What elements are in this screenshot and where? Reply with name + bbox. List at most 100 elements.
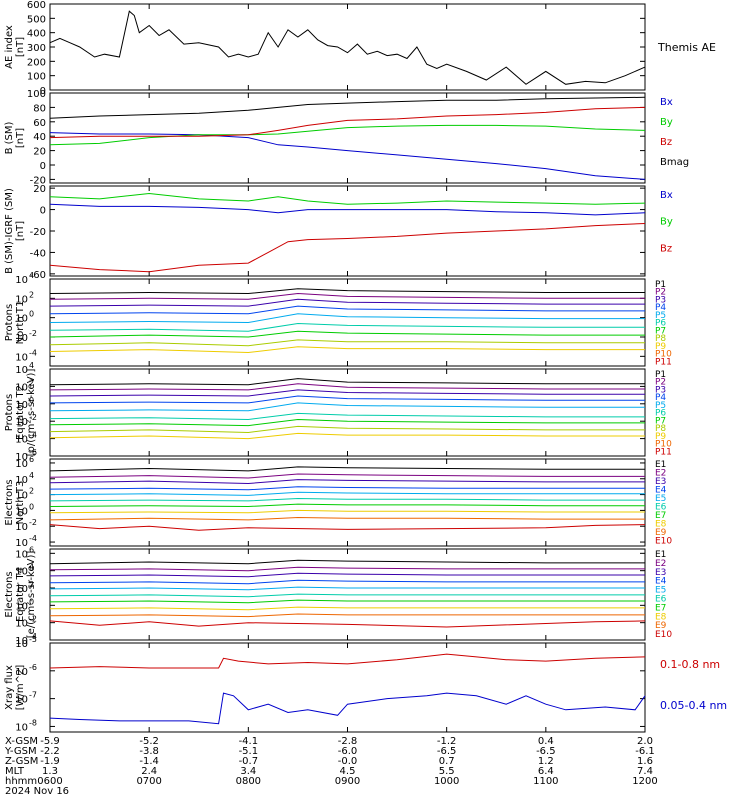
series-line-e9 (49, 516, 645, 521)
legend-label: By (660, 117, 673, 128)
series-line-e1 (49, 559, 645, 565)
series-line-p7 (49, 418, 645, 427)
series-line-e8 (49, 509, 645, 514)
legend-label: E5 (655, 494, 666, 504)
series-line-p9 (49, 346, 645, 354)
series-line-p3 (49, 298, 645, 307)
mlt-value: 5.5 (439, 766, 455, 777)
y-tick-label: 10 (15, 538, 28, 549)
z-gsm-value: -1.9 (40, 756, 60, 767)
legend-label: E2 (655, 559, 666, 569)
y-tick-label: 10 (15, 294, 28, 305)
legend-label: P4 (655, 393, 666, 403)
legend-label: E6 (655, 595, 667, 605)
y-tick-label: 10 (15, 452, 28, 463)
y-tick-label: 60 (33, 118, 46, 129)
y-axis-label: Equator T2 (15, 385, 26, 440)
y-tick-label: 10 (15, 584, 28, 595)
y-tick-label: 10 (15, 382, 28, 393)
y-tick-label: 0 (40, 86, 46, 97)
y-tick-label: -20 (30, 175, 46, 186)
series-line-e7 (49, 599, 645, 604)
y-tick-label: 10 (15, 459, 28, 470)
legend-label: E3 (655, 568, 666, 578)
legend-label: Bz (660, 137, 672, 148)
y-axis-label: Protons (4, 394, 15, 431)
legend-label: E8 (655, 612, 667, 622)
legend-label: P7 (655, 416, 666, 426)
y-tick-exponent: 0 (29, 396, 34, 405)
y-tick-label: 10 (15, 567, 28, 578)
hhmm-value: 1200 (632, 776, 657, 787)
series-line-e3 (49, 479, 645, 485)
y-tick-exponent: 6 (29, 545, 34, 554)
legend-label: E8 (655, 520, 667, 530)
y-axis-label: Equator T4 (15, 567, 26, 622)
y-axis-label: Protons (4, 304, 15, 341)
hhmm-value: 1100 (533, 776, 558, 787)
y-tick-label: -60 (30, 270, 46, 281)
series-line-e4 (49, 486, 645, 491)
legend-label: 0.05-0.4 nm (660, 699, 727, 712)
series-line-bx (49, 132, 646, 180)
y-tick-exponent: -2 (29, 615, 37, 624)
y-tick-exponent: 2 (29, 580, 34, 589)
y-tick-label: 10 (15, 636, 28, 647)
legend-label: P1 (655, 280, 666, 290)
series-line-p1 (49, 378, 645, 386)
y-axis-label: Electrons (4, 479, 15, 525)
series-line-p1 (49, 288, 645, 295)
legend-label: P2 (655, 288, 666, 298)
series-line-e6 (49, 497, 645, 502)
series-line-p9 (49, 432, 645, 440)
y-gsm-value: -5.1 (239, 746, 259, 757)
y-tick-label: 10 (15, 522, 28, 533)
legend-label: Bz (660, 243, 672, 254)
series-line-p3 (49, 389, 645, 397)
y-axis-label: AE index (4, 25, 15, 69)
legend-label: P6 (655, 319, 666, 329)
y-tick-label: 600 (27, 0, 46, 11)
legend-label: P3 (655, 295, 666, 305)
legend-label: P9 (655, 432, 666, 442)
y-tick-exponent: -7 (29, 691, 37, 700)
y-tick-label: 80 (33, 103, 46, 114)
series-line-e4 (49, 579, 645, 585)
y-tick-exponent: 2 (29, 290, 34, 299)
y-tick-label: 10 (15, 491, 28, 502)
z-gsm-value: -0.7 (239, 756, 259, 767)
y-tick-exponent: -4 (29, 534, 37, 543)
hhmm-value: 1000 (434, 776, 459, 787)
hhmm-value: 0800 (236, 776, 261, 787)
y-tick-exponent: 6 (29, 455, 34, 464)
y-axis-label: Electrons (4, 571, 15, 617)
y-tick-label: 10 (15, 333, 28, 344)
y-tick-exponent: 0 (29, 310, 34, 319)
z-gsm-value: -1.4 (139, 756, 159, 767)
legend-label: E7 (655, 603, 666, 613)
y-tick-label: 100 (27, 72, 46, 83)
series-line-e5 (49, 491, 645, 496)
y-tick-exponent: 4 (29, 271, 34, 280)
legend-label: P4 (655, 303, 666, 313)
y-gsm-value: -2.2 (40, 746, 60, 757)
z-gsm-value: -0.0 (338, 756, 358, 767)
y-tick-label: 0 (40, 161, 46, 172)
legend-label: E1 (655, 460, 666, 470)
series-line-p5 (49, 402, 645, 412)
y-gsm-value: -6.1 (635, 746, 655, 757)
mlt-value: 1.3 (42, 766, 58, 777)
legend-label: P9 (655, 342, 666, 352)
y-gsm-value: -6.5 (437, 746, 457, 757)
y-axis-label: Xray flux (4, 665, 15, 710)
y-axis-label: [nT] (15, 128, 26, 148)
series-line-bx (49, 203, 646, 216)
legend-label: E2 (655, 469, 666, 479)
legend-label: Bx (660, 190, 673, 201)
series-line-e5 (49, 586, 645, 591)
y-tick-label: 10 (15, 352, 28, 363)
series-line-0-1-0-8-nm (49, 653, 646, 669)
legend-label: E1 (655, 550, 666, 560)
series-line-e10 (49, 620, 646, 628)
series-line-by (49, 124, 646, 146)
